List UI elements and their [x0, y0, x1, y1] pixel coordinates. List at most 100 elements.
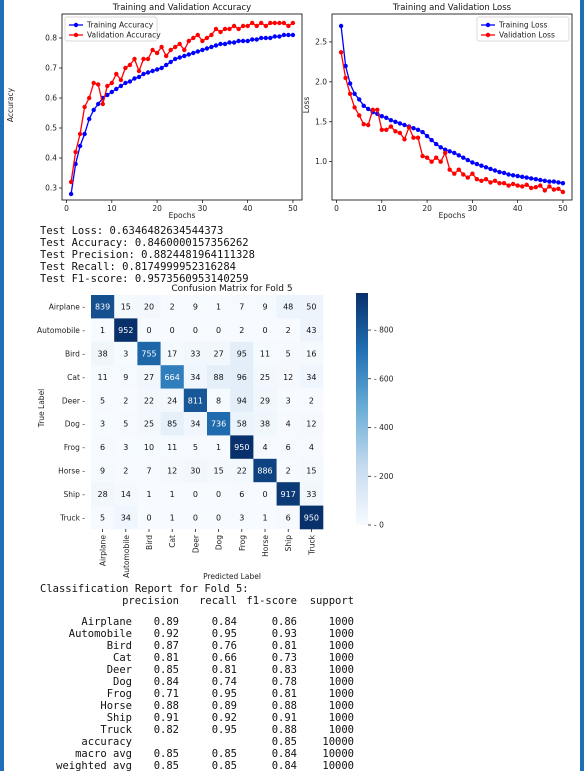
report-row-value: 0.88 — [272, 724, 297, 736]
confusion-cell-value: 5 — [193, 443, 198, 452]
confusion-row-label: Bird - — [65, 350, 85, 359]
report-summary-value: 0.84 — [272, 748, 297, 760]
loss-series-1-point — [515, 183, 520, 188]
loss-series-1-point — [338, 50, 344, 55]
confusion-cell-value: 6 — [286, 513, 291, 522]
report-row-value: 0.78 — [272, 676, 297, 688]
confusion-cell-value: 27 — [214, 350, 224, 359]
loss-series-0-point — [465, 157, 470, 163]
accuracy-series-0-point — [68, 191, 74, 197]
accuracy-y-tick-label: 0.7 — [45, 64, 57, 73]
loss-series-0-point — [483, 165, 489, 170]
page-border-left — [0, 0, 4, 771]
accuracy-x-label: Epochs — [169, 211, 196, 220]
loss-plot-frame — [331, 13, 573, 201]
loss-series-0-point — [338, 23, 344, 29]
confusion-cell — [91, 412, 115, 436]
confusion-cell — [91, 458, 115, 483]
accuracy-series-1-point — [91, 80, 96, 86]
loss-y-label: Loss — [302, 97, 311, 114]
accuracy-series-1-point — [136, 68, 142, 74]
loss-x-tick-label: 40 — [513, 204, 523, 213]
loss-legend-label-0: Training Loss — [498, 21, 548, 30]
loss-series-0-point — [411, 126, 416, 131]
test-accuracy-line: Test Accuracy: 0.8460000157356262 — [40, 237, 249, 249]
loss-series-0-point — [443, 147, 448, 152]
accuracy-series-1-point — [132, 56, 137, 62]
confusion-cell-value: 25 — [144, 420, 154, 429]
confusion-cell — [230, 318, 254, 343]
loss-series-0-point — [510, 173, 516, 178]
accuracy-series-1-point — [281, 20, 287, 26]
loss-series-1-point — [384, 127, 389, 132]
confusion-cell-value: 33 — [306, 490, 316, 499]
accuracy-series-0-point — [109, 89, 115, 95]
confusion-cell — [276, 318, 301, 343]
report-row-value: 0.66 — [212, 652, 237, 664]
confusion-cell-value: 29 — [260, 396, 270, 405]
confusion-cell — [91, 341, 115, 366]
report-row-label: Deer — [107, 664, 132, 676]
accuracy-series-0-point — [204, 46, 210, 51]
loss-series-1-point — [406, 125, 412, 130]
confusion-cell — [253, 412, 277, 436]
confusion-cell — [253, 435, 277, 460]
report-row-value: 0.84 — [154, 676, 179, 688]
loss-legend-label-1: Validation Loss — [499, 31, 555, 40]
accuracy-series-1-point — [73, 149, 78, 155]
accuracy-x-tick-label: 40 — [243, 204, 253, 213]
confusion-cell-value: 0 — [193, 490, 198, 499]
confusion-cell-value: 811 — [188, 396, 203, 405]
confusion-cell — [160, 435, 185, 460]
report-row-value: 0.91 — [154, 712, 179, 724]
accuracy-series-1-point — [164, 53, 169, 59]
accuracy-series-1-point — [254, 23, 259, 29]
confusion-cell-value: 48 — [283, 303, 293, 312]
loss-x-tick-label: 10 — [377, 204, 387, 213]
confusion-cell-value: 27 — [144, 373, 154, 382]
confusion-cell-value: 3 — [100, 420, 105, 429]
accuracy-series-1-point — [222, 26, 228, 32]
report-row-value: 1000 — [329, 688, 354, 700]
loss-series-1-point — [538, 183, 543, 188]
accuracy-series-1-point — [87, 95, 92, 101]
confusion-cell-value: 0 — [216, 326, 221, 335]
accuracy-series-0-point — [286, 32, 291, 38]
report-title: Classification Report for Fold 5: — [40, 583, 249, 595]
loss-series-1-point — [452, 171, 457, 176]
confusion-row-label: Deer - — [62, 396, 85, 405]
accuracy-series-1-point — [250, 20, 255, 26]
report-row-value: 0.95 — [212, 628, 237, 640]
confusion-cell — [253, 295, 277, 319]
confusion-cell — [299, 505, 324, 530]
confusion-cell-value: 736 — [211, 420, 226, 429]
confusion-cell — [276, 435, 301, 460]
confusion-cell-value: 5 — [123, 420, 128, 429]
confusion-cell-value: 5 — [286, 350, 291, 359]
confusion-cell — [91, 505, 115, 530]
report-row-value: 0.85 — [154, 664, 179, 676]
confusion-cell — [207, 318, 231, 343]
loss-series-0-point — [347, 81, 353, 86]
accuracy-series-0-point — [254, 37, 259, 42]
loss-series-1-point — [560, 189, 566, 195]
loss-series-1-point — [357, 113, 362, 118]
accuracy-series-0-point — [168, 59, 173, 65]
accuracy-series-0-point — [281, 32, 287, 38]
report-summary-label: weighted avg — [56, 760, 132, 771]
accuracy-series-1-point — [195, 32, 200, 38]
colorbar-tick-label: - 200 — [374, 472, 394, 481]
confusion-col-label: Dog — [215, 535, 224, 550]
confusion-cell-value: 755 — [141, 350, 156, 359]
accuracy-chart-title: Training and Validation Accuracy — [112, 3, 251, 13]
loss-series-0-point — [366, 106, 371, 112]
accuracy-series-0-point — [259, 35, 264, 41]
loss-series-1-point — [388, 124, 394, 129]
confusion-row-label: Frog - — [64, 443, 85, 452]
accuracy-series-1-point — [272, 20, 277, 26]
confusion-cell — [230, 365, 254, 389]
loss-series-0-point — [456, 153, 461, 158]
confusion-cell — [207, 365, 231, 389]
loss-series-0-point — [379, 114, 384, 119]
loss-series-1-point — [438, 159, 443, 164]
